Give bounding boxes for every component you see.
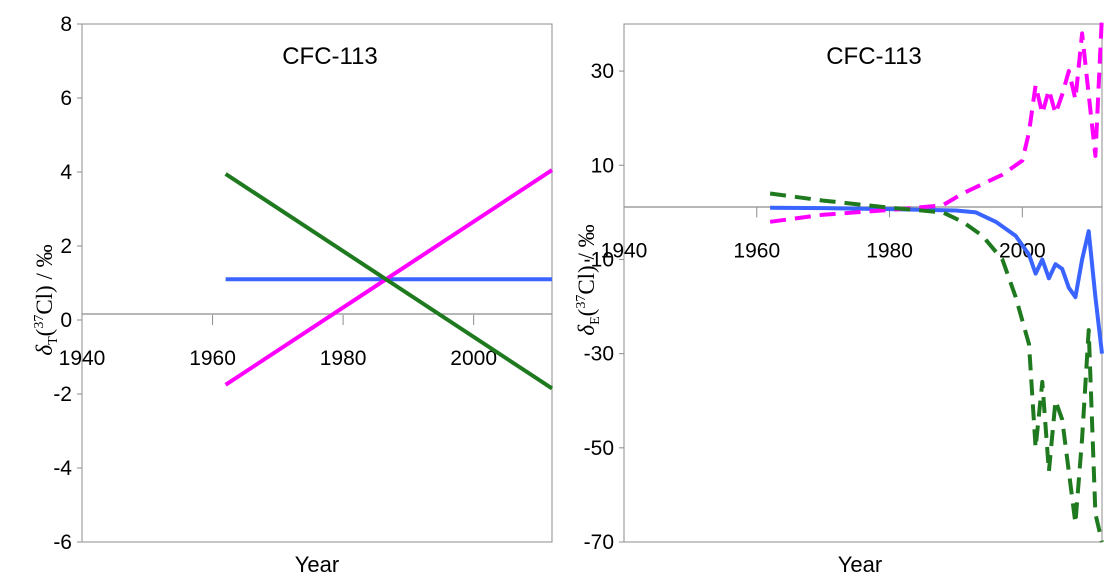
left-series-group: [224, 168, 554, 391]
left-x-tick-label: 1980: [320, 347, 367, 370]
left-y-axis-subscript: T: [46, 336, 61, 345]
right-series-line-0: [770, 205, 1104, 354]
right-y-tick-label: 30: [591, 60, 614, 83]
left-series-line-2: [224, 172, 554, 391]
right-y-tick-label: -50: [584, 437, 614, 460]
right-series-group: [769, 14, 1104, 543]
right-plot-area: [623, 23, 1103, 543]
left-y-axis-rest: Cl) / ‰: [32, 244, 57, 314]
left-plot-area: [81, 23, 553, 543]
left-y-tick-label: -4: [53, 457, 72, 480]
right-y-axis-rest: Cl) / ‰: [574, 224, 599, 294]
right-y-axis-open: (: [574, 309, 599, 317]
left-y-tick-label: 4: [60, 161, 72, 184]
right-y-axis-subscript: E: [588, 316, 603, 325]
right-y-axis-symbol: δ: [574, 325, 599, 336]
left-chart-title: CFC-113: [282, 43, 378, 70]
left-series-line-1: [224, 168, 554, 387]
right-y-tick-label: 10: [591, 154, 614, 177]
left-x-tick-label: 1960: [189, 347, 236, 370]
right-series-line-1: [769, 14, 1104, 224]
left-y-tick-label: 2: [60, 235, 72, 258]
left-x-axis-title: Year: [295, 552, 339, 577]
left-x-tick-label: 2000: [450, 347, 497, 370]
left-y-axis-open: (: [32, 329, 57, 337]
right-y-tick-label: -70: [584, 531, 614, 554]
left-y-tick-label: 6: [60, 87, 72, 110]
right-chart-title: CFC-113: [826, 43, 922, 70]
left-chart-panel: 8 6 4 2 0 -2 -4 -6 1940 1960 1980 2000 CFC-113 Year…: [32, 13, 554, 577]
left-y-tick-label: 0: [60, 309, 72, 332]
right-x-axis-title: Year: [838, 552, 882, 577]
right-axis-ticks: 30 10 -10 -30 -50 -70 1940 1960 1980 2000: [584, 60, 1046, 554]
left-y-tick-label: -2: [53, 383, 72, 406]
right-y-tick-label: -10: [584, 248, 614, 271]
right-x-tick-label: 2000: [999, 239, 1046, 262]
right-x-tick-label: 1940: [601, 239, 648, 262]
left-x-tick-label: 1940: [59, 347, 106, 370]
left-y-tick-label: 8: [60, 13, 72, 36]
left-axis-ticks: 8 6 4 2 0 -2 -4 -6 1940 1960 1980 2000: [53, 13, 497, 554]
left-y-axis-superscript: 37: [32, 315, 47, 329]
right-x-tick-label: 1980: [866, 239, 913, 262]
left-y-tick-label: -6: [53, 531, 72, 554]
right-y-axis-superscript: 37: [574, 295, 589, 309]
right-y-tick-label: -30: [584, 343, 614, 366]
right-x-tick-label: 1960: [733, 239, 780, 262]
left-y-axis-title: δT(37Cl) / ‰: [32, 244, 61, 355]
right-chart-panel: 30 10 -10 -30 -50 -70 1940 1960 1980 2000 CFC-113…: [574, 14, 1104, 577]
right-y-axis-title: δE(37Cl) / ‰: [574, 224, 603, 335]
left-y-axis-symbol: δ: [32, 345, 57, 356]
right-series-line-2: [769, 191, 1104, 543]
